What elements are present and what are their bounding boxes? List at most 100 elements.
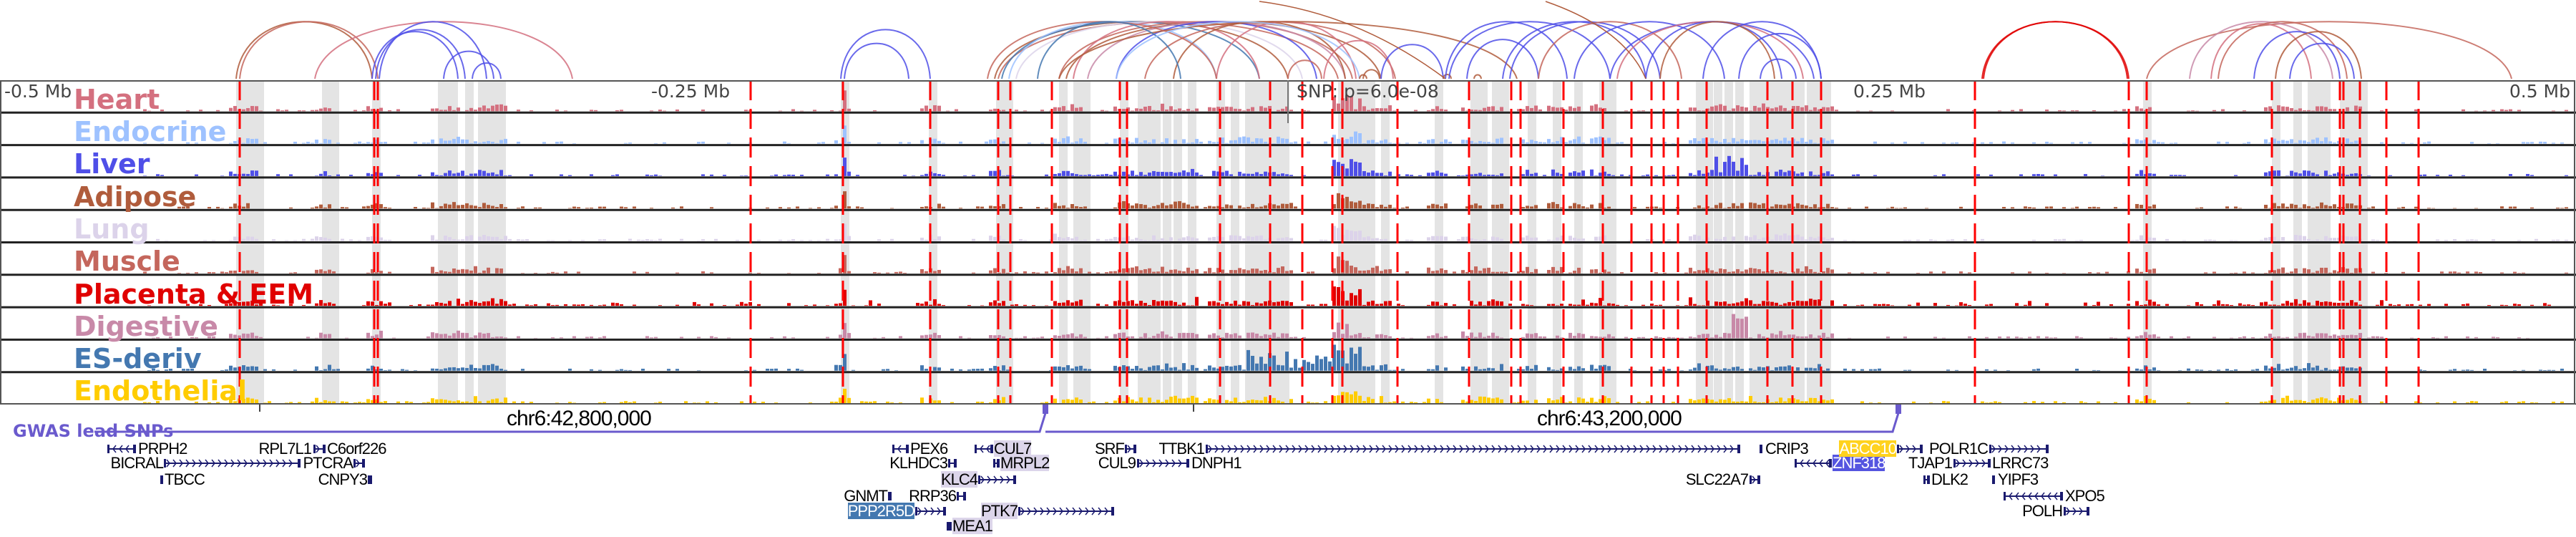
signal-bar: [2320, 333, 2323, 339]
gene-label-xpo5[interactable]: XPO5: [2065, 487, 2105, 505]
signal-bar: [1246, 301, 1250, 306]
signal-bar: [1165, 172, 1169, 176]
gene-label-klc4[interactable]: KLC4: [940, 470, 978, 488]
gene-label-tjap1[interactable]: TJAP1: [1908, 454, 1953, 472]
gene-label-srf[interactable]: SRF: [1095, 440, 1125, 458]
signal-bar: [830, 110, 834, 112]
gene-label-ptcra[interactable]: PTCRA: [303, 454, 353, 472]
signal-bar: [1968, 336, 1971, 339]
signal-bar: [1401, 401, 1405, 403]
gene-label-crip3[interactable]: CRIP3: [1765, 440, 1809, 458]
signal-bar: [147, 402, 151, 403]
signal-bar: [1890, 142, 1894, 144]
strand-chevron: [1414, 445, 1418, 453]
gene-label-klhdc3[interactable]: KLHDC3: [889, 454, 948, 472]
signal-bar: [1229, 270, 1233, 274]
signal-bar: [1229, 304, 1233, 306]
gene-label-cnpy3[interactable]: CNPY3: [318, 470, 368, 488]
signal-bar: [1719, 172, 1722, 176]
signal-bar: [1414, 402, 1418, 403]
gene-label-tbcc[interactable]: TBCC: [165, 470, 205, 488]
signal-bar: [474, 301, 477, 306]
signal-bar: [933, 367, 937, 371]
signal-bar: [2006, 336, 2010, 339]
strand-chevron: [1158, 459, 1163, 468]
signal-bar: [2135, 106, 2139, 112]
chromatin-loop-arc: [1545, 1, 1646, 79]
gene-label-polr1c[interactable]: POLR1C: [1928, 440, 1989, 458]
signal-bar: [2277, 268, 2280, 274]
signal-bar: [2341, 334, 2345, 339]
gene-label-lrrc73[interactable]: LRRC73: [1992, 454, 2049, 472]
signal-bar: [521, 369, 525, 371]
gene-label-bicral[interactable]: BICRAL: [110, 454, 164, 472]
gene-label-ptk7[interactable]: PTK7: [980, 502, 1018, 520]
signal-bar: [1805, 266, 1808, 274]
signal-bar: [2504, 401, 2508, 403]
signal-bar: [1212, 367, 1216, 371]
signal-bar: [1229, 401, 1233, 403]
gene-label-gnmt[interactable]: GNMT: [844, 487, 888, 505]
signal-bar: [495, 236, 499, 241]
signal-bar: [242, 109, 245, 112]
signal-bar: [1916, 273, 1920, 274]
gene-label-dnph1[interactable]: DNPH1: [1191, 454, 1242, 472]
gene-label-yipf3[interactable]: YIPF3: [1998, 470, 2039, 488]
gene-label-cul9[interactable]: CUL9: [1098, 454, 1136, 472]
gene-label-prph2[interactable]: PRPH2: [138, 440, 187, 458]
gene-label-polh[interactable]: POLH: [2022, 502, 2063, 520]
signal-bar: [2376, 240, 2379, 241]
signal-bar: [1714, 205, 1718, 209]
signal-bar: [1143, 106, 1147, 112]
signal-bar: [697, 402, 701, 403]
signal-bar: [1354, 131, 1357, 144]
signal-bar: [1745, 140, 1748, 144]
signal-bar: [1594, 104, 1598, 112]
signal-bar: [1388, 369, 1392, 371]
signal-bar: [1122, 139, 1126, 144]
signal-bar: [2316, 333, 2319, 339]
strand-chevron: [1594, 445, 1599, 453]
signal-bar: [654, 174, 658, 176]
signal-bar: [1697, 363, 1701, 371]
signal-bar: [2423, 370, 2426, 371]
signal-bar: [1594, 368, 1598, 371]
signal-bar: [1547, 304, 1551, 306]
signal-bar: [1289, 110, 1293, 112]
signal-bar: [336, 174, 340, 176]
signal-bar: [1556, 203, 1559, 209]
signal-bar: [186, 304, 190, 306]
gene-label-cul7[interactable]: CUL7: [994, 440, 1032, 458]
signal-bar: [770, 337, 774, 339]
gene-label-ppp2r5d[interactable]: PPP2R5D: [847, 502, 915, 520]
gene-label-dlk2[interactable]: DLK2: [1931, 470, 1968, 488]
chromatin-loop-arc: [2146, 21, 2512, 79]
gene-label-c6orf226[interactable]: C6orf226: [327, 440, 387, 458]
gene-label-mea1[interactable]: MEA1: [952, 517, 993, 535]
gene-label-znf318[interactable]: ZNF318: [1833, 454, 1885, 472]
gene-exon: [1795, 459, 1797, 468]
signal-bar: [2354, 140, 2358, 144]
signal-bar: [1465, 336, 1469, 339]
gene-label-pex6[interactable]: PEX6: [910, 440, 948, 458]
gene-label-rpl7l1[interactable]: RPL7L1: [258, 440, 312, 458]
signal-bar: [2273, 400, 2276, 403]
gene-label-mrpl2[interactable]: MRPL2: [1000, 454, 1050, 472]
signal-bar: [1818, 299, 1821, 306]
strand-chevron: [263, 459, 267, 468]
signal-bar: [774, 402, 778, 403]
signal-bar: [487, 108, 490, 112]
signal-bar: [482, 170, 486, 176]
gene-label-ttbk1[interactable]: TTBK1: [1158, 440, 1205, 458]
gene-label-abcc10[interactable]: ABCC10: [1839, 440, 1897, 458]
signal-bar: [499, 337, 503, 339]
signal-bar: [1362, 270, 1366, 274]
signal-bar: [487, 205, 490, 209]
signal-bar: [2328, 335, 2332, 339]
signal-bar: [478, 207, 482, 209]
signal-bar: [2268, 304, 2272, 306]
gene-label-slc22a7[interactable]: SLC22A7: [1685, 470, 1749, 488]
signal-bar: [1526, 304, 1529, 306]
strand-chevron: [288, 459, 293, 468]
gene-label-rrp36[interactable]: RRP36: [909, 487, 957, 505]
